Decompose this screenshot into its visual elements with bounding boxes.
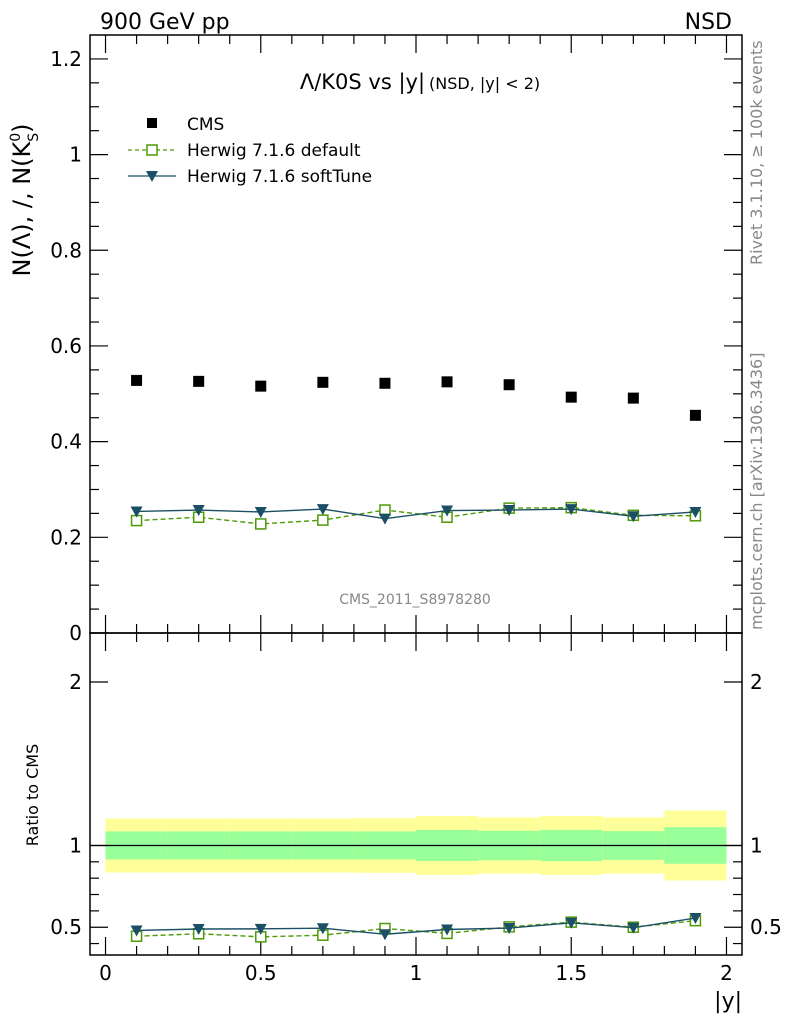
main-ytick-label: 1.2 (50, 47, 82, 71)
main-series-2-point (503, 505, 516, 517)
ratio-ylabel: Ratio to CMS (23, 744, 42, 846)
ratio-series-1-point (316, 923, 329, 935)
main-ylabel-close: ) (8, 124, 36, 133)
main-series-1-point (255, 518, 267, 530)
ratio-series-1-point (254, 923, 267, 935)
legend-marker-cms (147, 118, 157, 128)
ratio-xtick-label: 2 (720, 961, 733, 985)
legend-marker-default (146, 144, 158, 156)
ratio-ytick-label-left: 2 (69, 670, 82, 694)
ratio-xtick-label: 1.5 (555, 961, 587, 985)
ratio-bands (90, 810, 742, 881)
main-series-1-line (136, 506, 696, 525)
main-title-suffix: (NSD, |y| < 2) (429, 74, 540, 93)
axis-ticks: 0 0.2 0.4 0.6 0.8 1 1.2 0 0.5 1 1.5 2 0.5 0.5 1 1 2 2 (50, 35, 782, 985)
main-series-2-point (316, 504, 329, 516)
main-ylabel-sup: 0 (8, 133, 24, 142)
ratio-series-1-point (192, 924, 205, 936)
main-series-2-point (254, 506, 267, 518)
main-series-2-point (689, 506, 702, 518)
main-series (130, 374, 702, 530)
main-series-1-point (379, 504, 391, 516)
main-series-2-point (192, 505, 205, 517)
main-series-2-line (136, 508, 696, 520)
ratio-series-1-point (627, 922, 640, 934)
legend-label-default: Herwig 7.1.6 default (187, 141, 361, 161)
ratio-ytick-label-right: 2 (750, 670, 763, 694)
main-series-0-point (317, 376, 329, 388)
main-series-0-point (441, 376, 453, 388)
main-series-2-point (441, 505, 454, 517)
main-series-0-point (131, 374, 143, 386)
main-series-2-point (627, 511, 640, 523)
main-series-0-point (193, 375, 205, 387)
rivet-label: Rivet 3.1.10, ≥ 100k events (747, 40, 766, 265)
main-series-0-point (379, 377, 391, 389)
main-series-0-point (503, 379, 515, 391)
main-ytick-label: 0.8 (50, 238, 82, 262)
ratio-xtick-label: 0.5 (245, 961, 277, 985)
ratio-xtick-label: 0 (99, 961, 112, 985)
main-title: Λ/K0S vs |y| (NSD, |y| < 2) (300, 70, 540, 95)
main-series-0-point (627, 392, 639, 404)
ratio-series-1-point (441, 924, 454, 936)
ratio-frame (89, 632, 743, 956)
ratio-series-1-point (503, 923, 516, 935)
ratio-series-1-point (689, 913, 702, 925)
main-series-0-point (255, 380, 267, 392)
mcplots-label: mcplots.cern.ch [arXiv:1306.3436] (747, 353, 766, 630)
x-axis-label: |y| (714, 989, 742, 1014)
legend-label-cms: CMS (187, 115, 224, 135)
main-ytick-label: 0.2 (50, 525, 82, 549)
watermark: CMS_2011_S8978280 (339, 592, 491, 608)
main-series-0-point (565, 391, 577, 403)
main-series-0-point (689, 409, 701, 421)
main-ylabel: N(Λ), /, N(K0 S) (8, 124, 42, 277)
main-series-1-point (317, 514, 329, 526)
main-ytick-label: 0 (69, 621, 82, 645)
main-ytick-label: 1 (69, 143, 82, 167)
header-left: 900 GeV pp (100, 10, 230, 35)
ratio-series-1-point (130, 925, 143, 937)
main-series-2-point (130, 506, 143, 518)
ratio-ytick-label-right: 0.5 (750, 915, 782, 939)
main-ylabel-main: N(Λ), /, N(K (8, 140, 36, 276)
legend: CMS Herwig 7.1.6 default Herwig 7.1.6 so… (128, 115, 372, 187)
main-series-2-point (378, 513, 391, 525)
ratio-xtick-label: 1 (410, 961, 423, 985)
ratio-series (130, 913, 702, 943)
main-title-text: Λ/K0S vs |y| (300, 70, 425, 95)
main-series-2-point (565, 504, 578, 516)
legend-marker-softtune (146, 171, 158, 182)
header-right: NSD (685, 10, 732, 35)
main-ytick-label: 0.4 (50, 430, 82, 454)
ratio-ytick-label-left: 1 (69, 833, 82, 857)
main-ylabel-sub: S (26, 133, 42, 142)
ratio-ytick-label-left: 0.5 (50, 915, 82, 939)
ratio-series-1-point (565, 917, 578, 929)
ratio-series-1-line (136, 917, 696, 935)
ratio-ytick-label-right: 1 (750, 833, 763, 857)
main-ytick-label: 0.6 (50, 334, 82, 358)
ratio-series-1-point (378, 929, 391, 941)
legend-label-softtune: Herwig 7.1.6 softTune (187, 167, 372, 187)
